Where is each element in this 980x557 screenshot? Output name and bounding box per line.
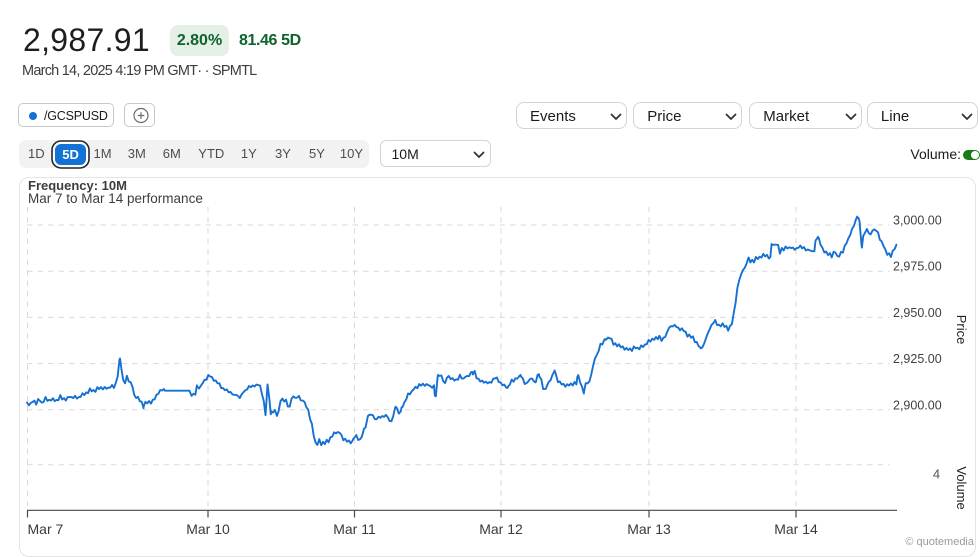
svg-text:Mar 12: Mar 12 <box>479 521 523 537</box>
svg-text:Mar 11: Mar 11 <box>333 521 376 537</box>
svg-text:Price: Price <box>954 315 969 345</box>
svg-text:2,950.00: 2,950.00 <box>893 306 942 320</box>
svg-text:4: 4 <box>933 467 940 482</box>
svg-text:Volume: Volume <box>954 466 969 509</box>
svg-text:© quotemedia: © quotemedia <box>905 536 975 547</box>
svg-text:Mar 10: Mar 10 <box>186 521 230 537</box>
svg-text:Mar 14: Mar 14 <box>774 521 818 537</box>
svg-text:2,925.00: 2,925.00 <box>893 352 942 366</box>
svg-text:3,000.00: 3,000.00 <box>893 214 942 228</box>
svg-text:Mar 13: Mar 13 <box>627 521 671 537</box>
svg-text:2,975.00: 2,975.00 <box>893 260 942 274</box>
svg-text:2,900.00: 2,900.00 <box>893 398 942 412</box>
svg-text:Mar 7: Mar 7 <box>28 521 64 537</box>
